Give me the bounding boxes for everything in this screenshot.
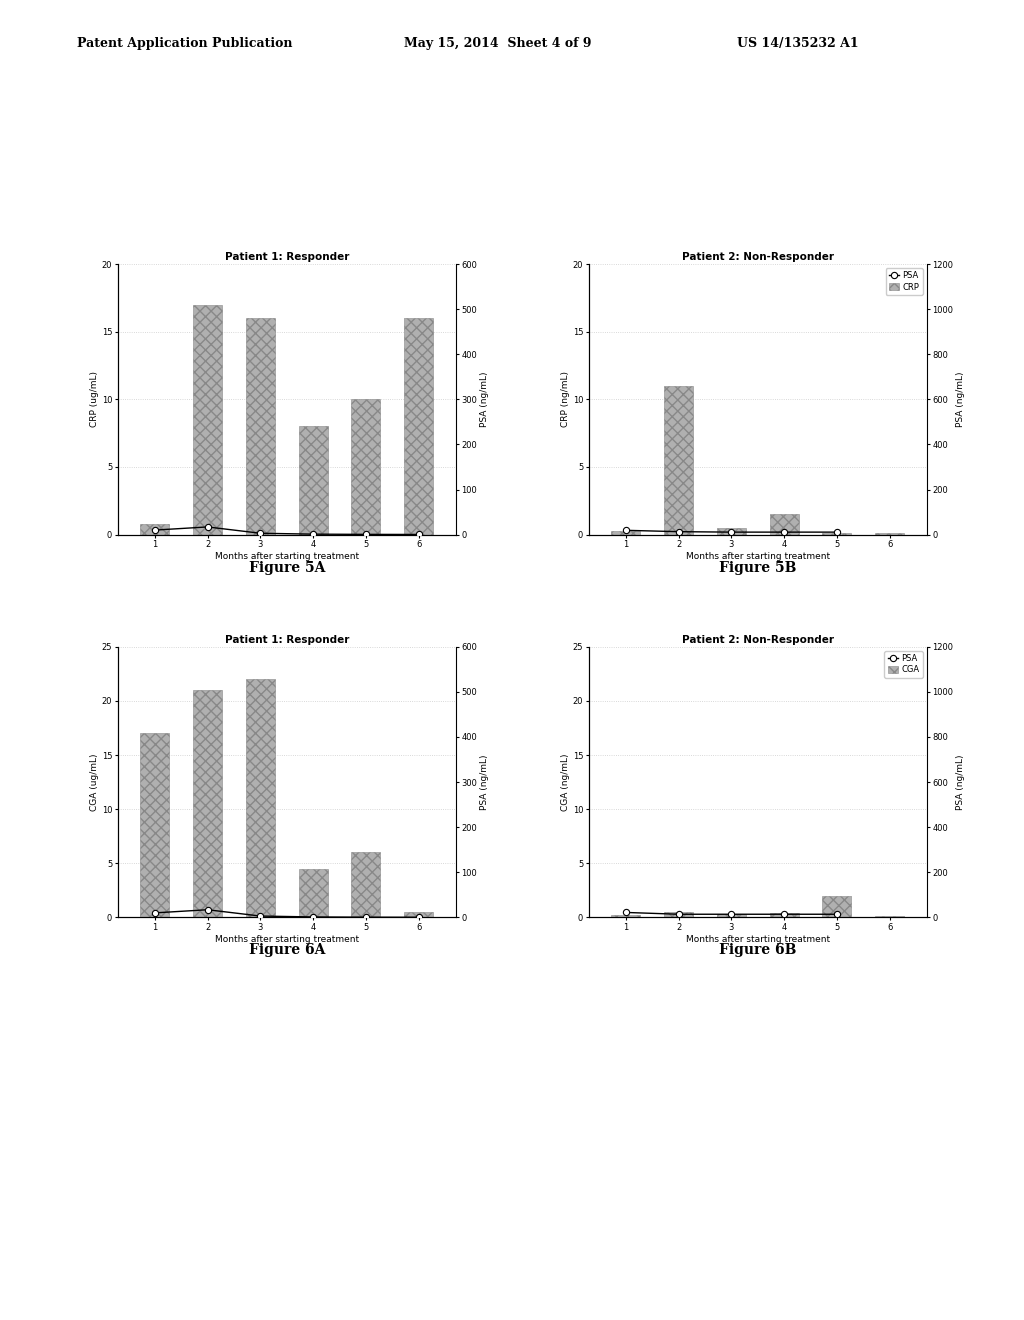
Bar	[351, 399, 381, 535]
Bar	[299, 426, 328, 535]
Y-axis label: CRP (ug/mL): CRP (ug/mL)	[90, 371, 99, 428]
Bar	[351, 853, 381, 917]
Bar	[611, 531, 640, 535]
Bar	[404, 912, 433, 917]
Bar	[664, 912, 693, 917]
Title: Patient 2: Non-Responder: Patient 2: Non-Responder	[682, 252, 834, 261]
X-axis label: Months after starting treatment: Months after starting treatment	[215, 935, 358, 944]
Title: Patient 1: Responder: Patient 1: Responder	[224, 252, 349, 261]
Bar	[246, 680, 274, 917]
Text: US 14/135232 A1: US 14/135232 A1	[737, 37, 859, 50]
Y-axis label: PSA (ng/mL): PSA (ng/mL)	[956, 754, 965, 810]
Bar	[664, 385, 693, 535]
Legend: PSA, CRP: PSA, CRP	[886, 268, 923, 294]
Title: Patient 1: Responder: Patient 1: Responder	[224, 635, 349, 644]
Y-axis label: PSA (ng/mL): PSA (ng/mL)	[480, 754, 488, 810]
Bar	[876, 533, 904, 535]
Text: Figure 6A: Figure 6A	[249, 944, 325, 957]
Bar	[193, 305, 222, 535]
Text: Figure 5A: Figure 5A	[249, 561, 325, 574]
Y-axis label: PSA (ng/mL): PSA (ng/mL)	[956, 371, 965, 428]
Text: Patent Application Publication: Patent Application Publication	[77, 37, 292, 50]
X-axis label: Months after starting treatment: Months after starting treatment	[686, 552, 829, 561]
Bar	[140, 524, 169, 535]
X-axis label: Months after starting treatment: Months after starting treatment	[686, 935, 829, 944]
X-axis label: Months after starting treatment: Months after starting treatment	[215, 552, 358, 561]
Y-axis label: CGA (ug/mL): CGA (ug/mL)	[90, 754, 99, 810]
Bar	[822, 896, 852, 917]
Bar	[611, 915, 640, 917]
Y-axis label: CRP (ng/mL): CRP (ng/mL)	[561, 371, 570, 428]
Bar	[770, 515, 799, 535]
Bar	[299, 869, 328, 917]
Legend: PSA, CGA: PSA, CGA	[885, 651, 923, 677]
Text: May 15, 2014  Sheet 4 of 9: May 15, 2014 Sheet 4 of 9	[404, 37, 592, 50]
Bar	[193, 690, 222, 917]
Text: Figure 5B: Figure 5B	[719, 561, 797, 574]
Text: Figure 6B: Figure 6B	[719, 944, 797, 957]
Y-axis label: PSA (ng/mL): PSA (ng/mL)	[480, 371, 488, 428]
Bar	[404, 318, 433, 535]
Bar	[140, 734, 169, 917]
Bar	[717, 915, 745, 917]
Y-axis label: CGA (ng/mL): CGA (ng/mL)	[561, 754, 570, 810]
Bar	[717, 528, 745, 535]
Bar	[770, 913, 799, 917]
Bar	[246, 318, 274, 535]
Title: Patient 2: Non-Responder: Patient 2: Non-Responder	[682, 635, 834, 644]
Bar	[822, 533, 852, 535]
